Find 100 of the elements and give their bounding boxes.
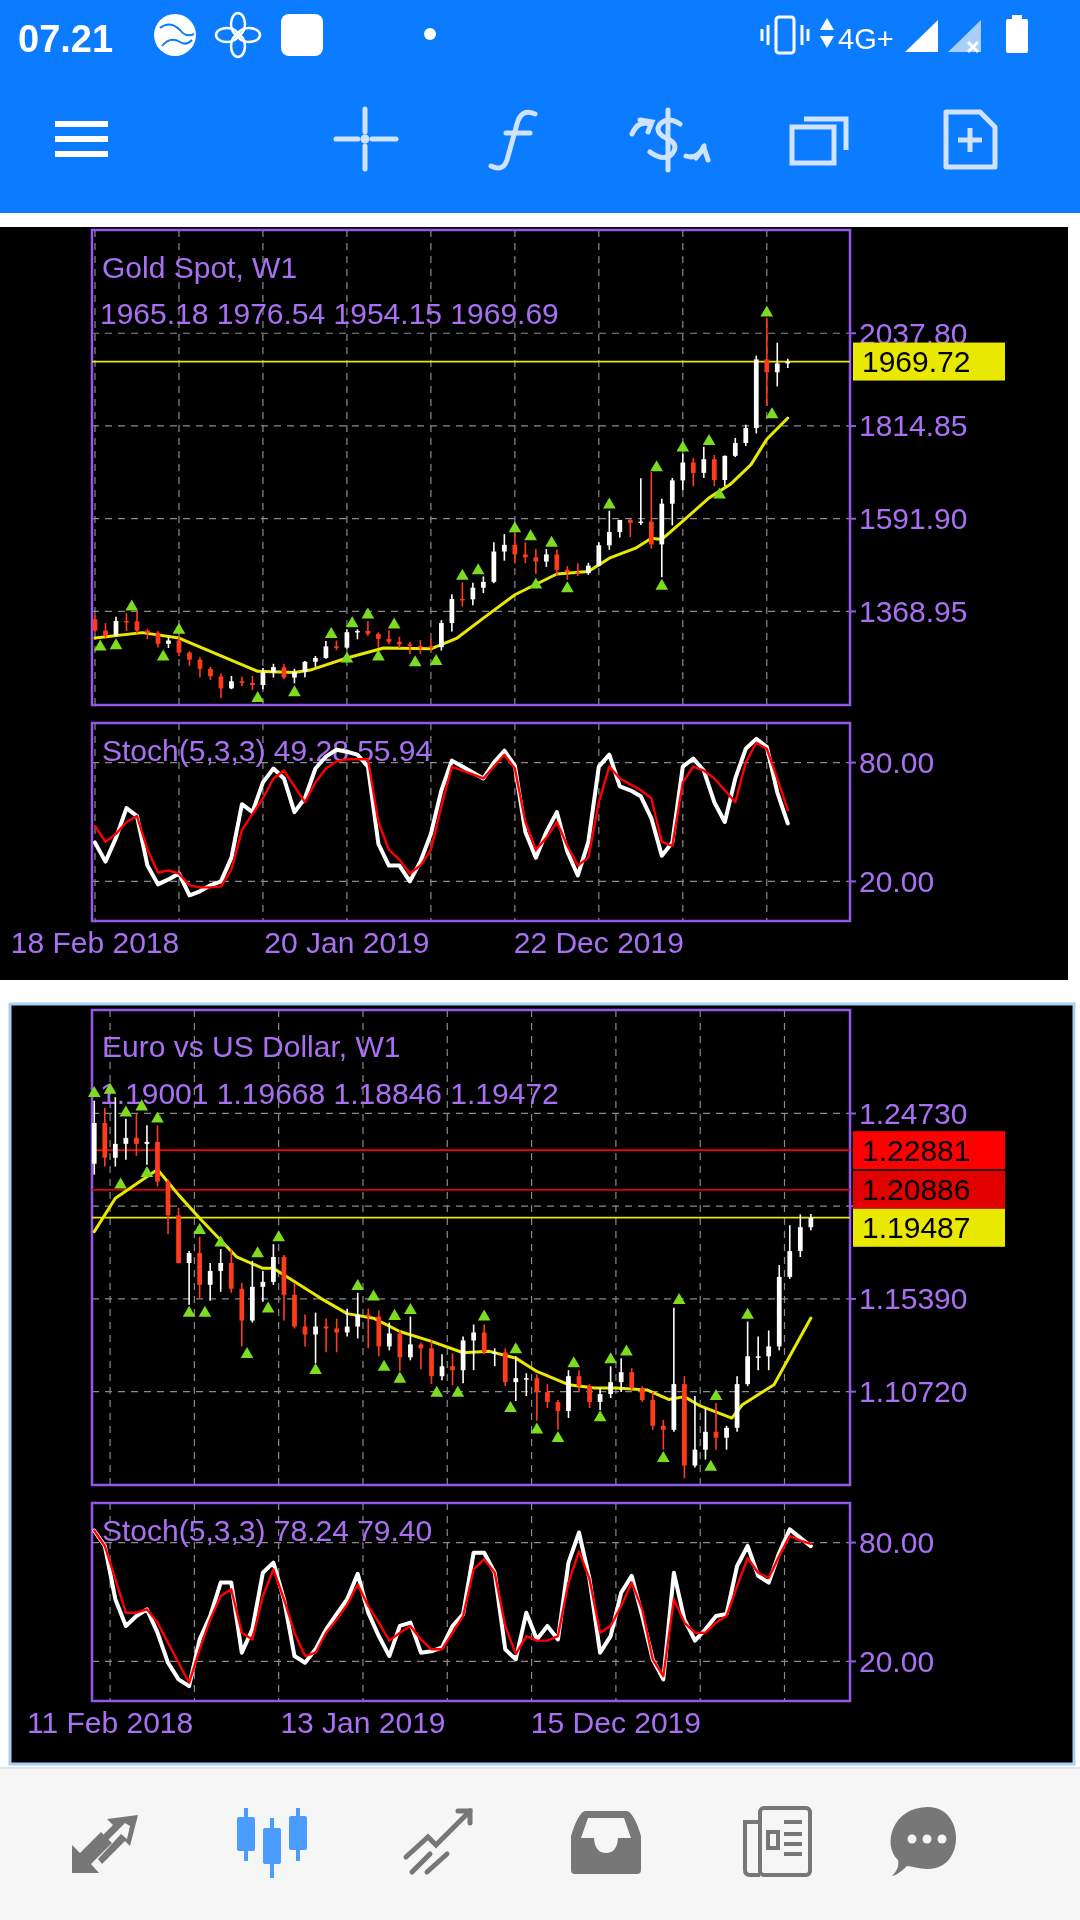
candlestick — [797, 1213, 803, 1258]
x-tick-label: 18 Feb 2018 — [10, 926, 180, 959]
x-tick-label: 20 Jan 2019 — [264, 926, 430, 959]
point — [704, 1459, 718, 1471]
candlestick — [207, 1262, 213, 1302]
y-tick-label: 1.15390 — [859, 1282, 968, 1316]
point — [251, 1246, 264, 1258]
point — [198, 1305, 212, 1317]
point — [656, 1451, 670, 1463]
candlestick — [680, 452, 686, 491]
point — [456, 568, 469, 580]
x-tick-label: 15 Dec 2019 — [530, 1706, 701, 1739]
point — [713, 487, 726, 499]
point — [251, 691, 265, 703]
point — [524, 529, 537, 541]
candlestick — [492, 1347, 498, 1368]
point — [387, 617, 401, 629]
candlestick — [533, 548, 539, 575]
point — [361, 607, 375, 619]
point — [345, 616, 359, 628]
candlestick — [587, 1383, 592, 1409]
candlestick — [606, 509, 612, 551]
point — [93, 639, 107, 651]
candlestick — [502, 533, 507, 562]
ref-line-label: 1.19487 — [862, 1211, 971, 1245]
x-tick-label: 13 Jan 2019 — [280, 1706, 446, 1739]
point — [567, 1356, 581, 1368]
y-tick-label: 1.10720 — [859, 1375, 968, 1409]
candlestick — [743, 423, 749, 447]
y-tick-label: 80.00 — [859, 746, 935, 780]
text: 1.19001 1.19668 1.18846 1.19472 — [100, 1077, 559, 1110]
candlestick — [134, 610, 140, 635]
point — [655, 578, 669, 590]
point — [477, 1309, 491, 1321]
candlestick — [755, 1335, 761, 1372]
y-tick-label: 20.00 — [859, 864, 935, 898]
point — [650, 460, 663, 472]
point — [388, 1308, 401, 1320]
candlestick — [397, 1329, 403, 1373]
candlestick — [648, 471, 654, 550]
text: Gold Spot, W1 — [102, 251, 298, 284]
point — [309, 1363, 322, 1375]
point — [119, 1105, 133, 1117]
point — [702, 433, 716, 445]
point — [508, 521, 522, 533]
point — [351, 1278, 365, 1290]
candlestick — [766, 1329, 772, 1372]
point — [765, 407, 779, 419]
point — [140, 1166, 154, 1178]
candlestick — [703, 1407, 708, 1461]
ref-line-label: 1969.72 — [862, 345, 971, 379]
point — [367, 1289, 380, 1301]
point — [151, 1111, 164, 1123]
point — [272, 1230, 286, 1242]
candlestick — [407, 640, 413, 656]
point — [672, 1292, 686, 1304]
candlestick — [408, 1315, 413, 1362]
text: Euro vs US Dollar, W1 — [102, 1030, 401, 1063]
point — [593, 1410, 607, 1422]
point — [214, 1235, 228, 1247]
ref-line-label: 1.22881 — [862, 1133, 971, 1167]
candlestick — [724, 1425, 729, 1451]
point — [530, 1422, 544, 1434]
point — [261, 1301, 275, 1313]
ref-line-label: 1.20886 — [862, 1173, 971, 1207]
candlestick — [450, 1352, 455, 1386]
point — [551, 1430, 565, 1442]
point — [408, 655, 422, 667]
candlestick — [774, 341, 780, 388]
chart-title: Stoch(5,3,3) 78.24 79.40 — [102, 1514, 433, 1547]
candlestick — [512, 532, 518, 565]
candlestick — [523, 1372, 529, 1397]
point — [604, 1352, 617, 1364]
point — [340, 651, 354, 663]
y-tick-label: 1368.95 — [859, 594, 968, 628]
candlestick — [313, 1311, 318, 1365]
text: 07.21 — [18, 18, 114, 60]
candlestick — [608, 1365, 613, 1399]
point — [676, 440, 690, 452]
candlestick — [523, 541, 528, 564]
y-tick-label: 80.00 — [859, 1526, 935, 1560]
candlestick — [134, 1112, 139, 1157]
candlestick — [365, 1307, 371, 1350]
candlestick — [481, 1323, 487, 1356]
point — [741, 1307, 754, 1319]
candlestick — [764, 316, 770, 407]
point — [451, 1385, 465, 1397]
candlestick — [596, 541, 602, 568]
text: 1965.18 1976.54 1954.15 1969.69 — [100, 297, 559, 330]
candlestick — [471, 1323, 477, 1372]
point — [372, 649, 385, 661]
candlestick — [513, 1355, 519, 1402]
point — [404, 1302, 417, 1314]
point — [560, 581, 574, 593]
point — [125, 599, 139, 611]
text: 4G+ — [838, 23, 894, 55]
candlestick — [428, 637, 434, 652]
candlestick — [92, 613, 98, 634]
point — [429, 653, 443, 665]
candlestick — [260, 1270, 266, 1303]
